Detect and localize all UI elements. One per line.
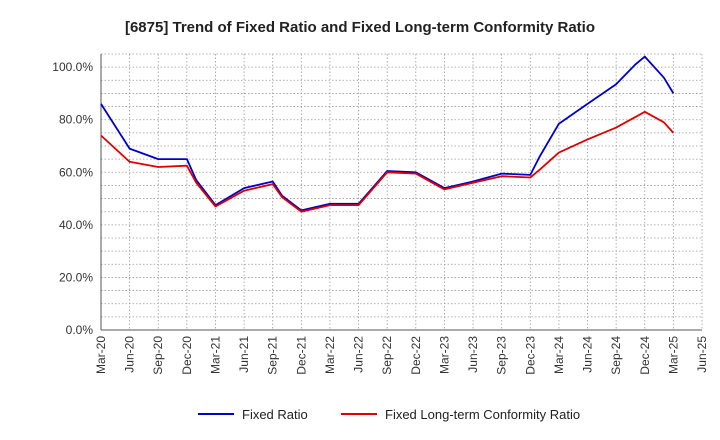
x-tick-label: Jun-21: [237, 336, 251, 373]
x-tick-label: Mar-23: [437, 336, 451, 374]
x-tick-label: Dec-21: [294, 336, 308, 375]
x-tick-label: Mar-24: [552, 336, 566, 374]
chart-title: [6875] Trend of Fixed Ratio and Fixed Lo…: [125, 19, 595, 36]
series-line-1: [100, 55, 675, 212]
x-tick-label: Jun-20: [123, 336, 137, 373]
x-tick-label: Sep-21: [266, 336, 280, 375]
legend-label: Fixed Long-term Conformity Ratio: [385, 407, 580, 422]
x-tick-label: Jun-23: [466, 336, 480, 373]
x-tick-label: Sep-22: [380, 336, 394, 375]
x-tick-label: Dec-24: [638, 336, 652, 375]
y-tick-label: 60.0%: [59, 165, 93, 179]
x-tick-label: Sep-23: [495, 336, 509, 375]
x-tick-label: Jun-24: [581, 336, 595, 373]
y-tick-label: 0.0%: [66, 323, 94, 337]
legend-label: Fixed Ratio: [242, 407, 308, 422]
series-line-2: [100, 110, 675, 213]
x-tick-label: Sep-20: [151, 336, 165, 375]
x-tick-label: Sep-24: [609, 336, 623, 375]
y-axis-ticks: 0.0% 20.0% 40.0% 60.0% 80.0% 100.0%: [52, 60, 93, 337]
y-tick-label: 40.0%: [59, 218, 93, 232]
x-tick-label: Jun-25: [695, 336, 709, 373]
axes: [100, 54, 702, 331]
y-tick-label: 20.0%: [59, 270, 93, 284]
x-tick-label: Dec-23: [523, 336, 537, 375]
x-tick-label: Mar-21: [208, 336, 222, 374]
x-tick-label: Dec-20: [180, 336, 194, 375]
legend: Fixed Ratio Fixed Long-term Conformity Ra…: [198, 407, 580, 422]
x-tick-label: Mar-20: [94, 336, 108, 374]
x-tick-label: Jun-22: [352, 336, 366, 373]
x-axis-ticks: Mar-20 Jun-20 Sep-20 Dec-20 Mar-21 Jun-21 Sep-…: [94, 336, 709, 375]
y-tick-label: 100.0%: [52, 60, 93, 74]
x-tick-label: Dec-22: [409, 336, 423, 375]
y-tick-label: 80.0%: [59, 113, 93, 127]
series-lines: [100, 55, 675, 213]
x-tick-label: Mar-25: [666, 336, 680, 374]
grid: [100, 53, 703, 331]
x-tick-label: Mar-22: [323, 336, 337, 374]
